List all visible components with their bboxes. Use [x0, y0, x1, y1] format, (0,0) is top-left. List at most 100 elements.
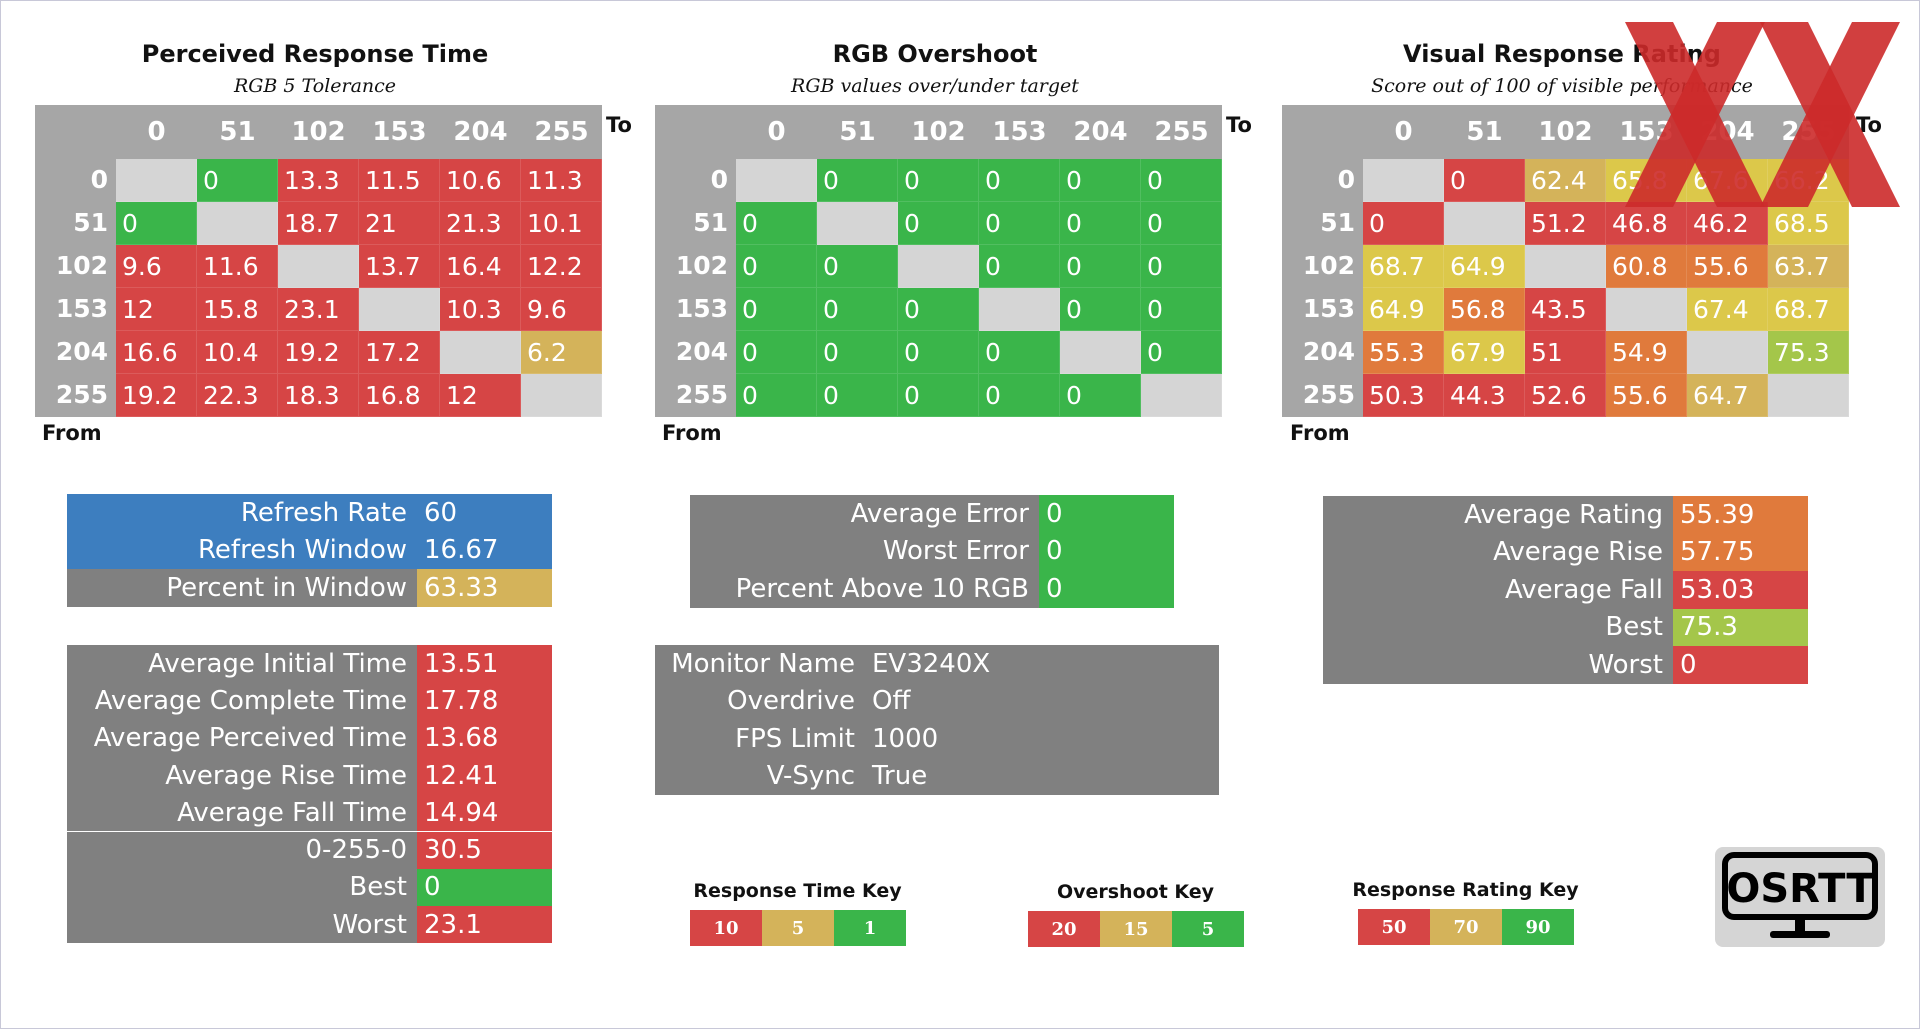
matrix-cell: 10.3 [440, 288, 521, 331]
matrix-cell: 64.9 [1363, 288, 1444, 331]
matrix-cell: 0 [817, 331, 898, 374]
row-header: 153 [1302, 294, 1355, 323]
stat-label: Monitor Name [655, 645, 865, 683]
stat-label: Refresh Rate [67, 494, 417, 532]
stat-value: 23.1 [417, 906, 552, 944]
matrix-diagonal-cell [197, 202, 278, 245]
row-header: 204 [1302, 337, 1355, 366]
column-header: 255 [534, 117, 589, 147]
key-swatch: 10 [690, 910, 762, 946]
logo-text: OSRTT [1726, 866, 1874, 912]
matrix-diagonal-cell [1768, 374, 1849, 417]
matrix-cell: 50.3 [1363, 374, 1444, 417]
stat-value: 17.78 [417, 682, 552, 720]
matrix-diagonal-cell [1060, 331, 1141, 374]
matrix-cell: 0 [817, 374, 898, 417]
stat-label: Average Perceived Time [67, 719, 417, 757]
key-swatch: 5 [1172, 911, 1244, 947]
matrix-cell: 0 [898, 288, 979, 331]
matrix-cell: 0 [1363, 202, 1444, 245]
from-label: From [42, 421, 102, 445]
row-header: 0 [90, 165, 108, 194]
stat-value: 0 [1039, 532, 1174, 570]
stat-value: 0 [417, 868, 552, 907]
row-header: 153 [55, 294, 108, 323]
stat-label: Average Complete Time [67, 682, 417, 720]
matrix-cell: 11.6 [197, 245, 278, 288]
row-header: 102 [1302, 251, 1355, 280]
matrix-cell: 0 [1060, 159, 1141, 202]
row-header: 51 [693, 208, 728, 237]
key-swatch: 20 [1028, 911, 1100, 947]
from-label: From [1290, 421, 1350, 445]
matrix-cell: 22.3 [197, 374, 278, 417]
matrix-diagonal-cell [359, 288, 440, 331]
matrix-cell: 0 [1060, 202, 1141, 245]
stat-label: FPS Limit [655, 720, 865, 758]
stat-label: Average Fall [1323, 571, 1673, 609]
matrix-cell: 0 [817, 245, 898, 288]
to-label: To [1226, 113, 1252, 137]
matrix-cell: 0 [736, 331, 817, 374]
matrix-cell: 0 [736, 202, 817, 245]
matrix-cell: 46.8 [1606, 202, 1687, 245]
matrix-diagonal-cell [440, 331, 521, 374]
matrix-subtitle: RGB 5 Tolerance [233, 75, 397, 97]
matrix-cell: 9.6 [521, 288, 602, 331]
matrix-diagonal-cell [1525, 245, 1606, 288]
row-header: 51 [73, 208, 108, 237]
matrix-cell: 0 [979, 202, 1060, 245]
column-header: 0 [147, 117, 166, 147]
matrix-diagonal-cell [1687, 331, 1768, 374]
matrix-cell: 0 [736, 288, 817, 331]
column-header: 102 [911, 117, 966, 147]
stat-value: 0 [1039, 570, 1174, 608]
matrix-cell: 67.9 [1444, 331, 1525, 374]
matrix-cell: 16.6 [116, 331, 197, 374]
matrix-title: RGB Overshoot [832, 40, 1038, 68]
row-header: 255 [55, 380, 108, 409]
stat-label: Refresh Window [67, 531, 417, 569]
matrix-diagonal-cell [521, 374, 602, 417]
stat-label: 0-255-0 [67, 831, 417, 869]
stat-value: 75.3 [1673, 608, 1808, 646]
matrix-cell: 52.6 [1525, 374, 1606, 417]
key-title: Overshoot Key [1056, 881, 1215, 903]
column-header: 51 [1466, 117, 1503, 147]
matrix-cell: 0 [736, 245, 817, 288]
matrix-cell: 0 [898, 374, 979, 417]
matrix-cell: 9.6 [116, 245, 197, 288]
matrix-cell: 43.5 [1525, 288, 1606, 331]
key-swatch: 1 [834, 910, 906, 946]
matrix-cell: 0 [898, 331, 979, 374]
stat-value: 57.75 [1673, 533, 1808, 571]
row-header: 204 [55, 337, 108, 366]
osrtt-logo: OSRTT [1715, 847, 1885, 947]
matrix-cell: 64.7 [1687, 374, 1768, 417]
matrix-cell: 0 [979, 159, 1060, 202]
row-header: 0 [710, 165, 728, 194]
matrix-cell: 62.4 [1525, 159, 1606, 202]
stat-label: Percent Above 10 RGB [690, 570, 1039, 608]
matrix-cell: 18.3 [278, 374, 359, 417]
column-header: 204 [453, 117, 508, 147]
column-header: 153 [992, 117, 1047, 147]
stat-label: Average Rating [1323, 496, 1673, 534]
column-header: 0 [767, 117, 786, 147]
matrix-cell: 12 [440, 374, 521, 417]
matrix-cell: 68.7 [1768, 288, 1849, 331]
matrix-cell: 56.8 [1444, 288, 1525, 331]
matrix-cell: 0 [817, 159, 898, 202]
column-header: 255 [1154, 117, 1209, 147]
matrix-cell: 12 [116, 288, 197, 331]
matrix-cell: 0 [1060, 374, 1141, 417]
stat-value: 30.5 [417, 831, 552, 869]
key-title: Response Rating Key [1352, 879, 1579, 901]
matrix-cell: 75.3 [1768, 331, 1849, 374]
stat-label: Average Rise [1323, 533, 1673, 571]
key-title: Response Time Key [693, 880, 902, 902]
matrix-cell: 0 [116, 202, 197, 245]
key-swatch: 5 [762, 910, 834, 946]
matrix-cell: 67.4 [1687, 288, 1768, 331]
column-header: 153 [372, 117, 427, 147]
